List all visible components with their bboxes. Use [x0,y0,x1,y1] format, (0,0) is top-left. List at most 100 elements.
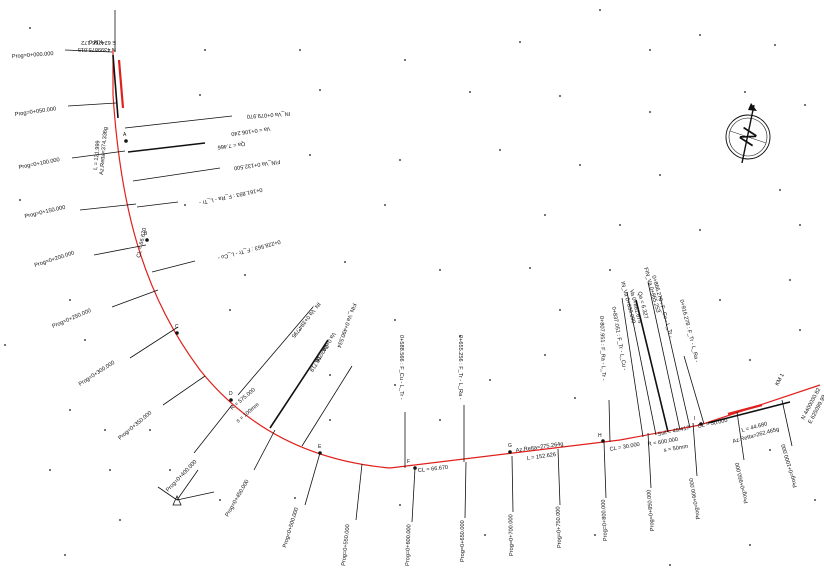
survey-point [344,261,346,263]
survey-point [219,499,221,501]
station-mark: Prog=0+200.000 [34,244,147,269]
start-east-coordinate: E 624766.172 [81,39,116,45]
survey-point [459,335,461,337]
event-label: IN_Va 0+394.795 [290,301,321,339]
vertex-letter: B [144,231,148,237]
event-label: 0+161.893 : F_Ra - L_Tr - [198,186,263,205]
alignment-start-bar [112,54,125,119]
survey-point [319,89,321,91]
event-labels: IN_Va 0+079.970 Va = 0+106.240 Qa = 7.46… [124,110,705,468]
survey-point [399,159,401,161]
survey-point [64,554,66,556]
event-label: Va = 0+106.240 [231,125,271,136]
station-mark: Prog=0+1000.000 [781,399,799,488]
survey-point [439,419,441,421]
start-km-label: KM 0 [89,38,102,44]
survey-point [109,469,111,471]
survey-point [399,504,401,506]
station-label: Prog=0+350.000 [117,410,153,441]
event-label: FIN_Va 0+490.534 [335,302,357,348]
survey-point [599,9,601,11]
station-mark: Prog=0+750.000 [556,448,563,548]
survey-point [594,534,596,536]
survey-point [579,164,581,166]
survey-point [799,224,801,226]
vertex-marker: A [123,132,128,143]
vertex-letter: G [508,443,512,449]
survey-point [484,534,486,536]
station-label: Prog=0+1000.000 [781,443,799,488]
survey-point [49,469,51,471]
station-mark: Prog=0+700.000 [508,455,515,556]
event-label: 0+655.256 : F_Tr - L_Ra - [457,335,463,400]
survey-point [69,409,71,411]
event-label: 0+807.951 : F_Ra - L_Tr - [598,316,606,381]
survey-point [649,49,651,51]
survey-point [814,499,816,501]
survey-point [619,224,621,226]
event-mark: 0+588.566 : F_Cu - L_Tr - [398,335,406,468]
station-mark: Prog=0+350.000 [117,375,206,442]
survey-point [4,344,6,346]
event-label: FIN_Va 0+132.500 [233,158,280,170]
survey-point [544,214,546,216]
survey-point [804,104,806,106]
survey-point [19,199,21,201]
station-label: Prog=0+900.000 [689,478,702,520]
station-mark: Prog=0+250.000 [51,289,159,330]
station-label: Prog=0+250.000 [51,308,92,330]
event-mark: 0+807.951 : F_Ra - L_Tr - [598,316,611,443]
alignment-axis [112,50,821,469]
element-label: L = 121.999 [93,140,102,170]
event-mark: 0+916.278 : F_Tr - L_Ra - [678,299,705,425]
start-header: KM 0 N 4399875.015 E 624766.172 [78,10,116,52]
survey-point [789,279,791,281]
event-mark: 0+655.256 : F_Tr - L_Ra - [457,335,465,462]
event-label: 0+916.278 : F_Tr - L_Ra - [678,299,699,363]
station-label: Prog=0+100.000 [18,157,60,171]
station-mark: Prog=0+850.000 [646,432,656,531]
event-mark: 0+228.563 : F_Tr - L_Cu - [151,238,281,273]
survey-point [769,449,771,451]
vertex-marker: C [175,324,179,335]
station-mark: Prog=0+600.000 [405,467,416,566]
event-mark: Va = 0+106.240 Qa = 7.466 [127,125,271,153]
survey-point [404,59,406,61]
survey-point [394,384,396,386]
survey-point [384,204,386,206]
vertex-letter: A [123,132,127,138]
survey-point [649,111,651,113]
survey-point [699,229,701,231]
survey-point [119,519,121,521]
vertex-letter: H [598,433,602,439]
survey-point [394,319,396,321]
station-label: Prog=0+500.000 [282,507,300,549]
event-mark: IN_Va 0+079.970 [124,110,291,129]
station-label: Prog=0+700.000 [508,514,515,556]
station-mark: Prog=0+450.000 [225,429,276,518]
station-label: Prog=0+050.000 [14,106,56,118]
station-mark: Prog=0+500.000 [282,452,321,549]
survey-point [184,204,186,206]
element-label: CL = 30.000 [609,442,640,453]
vertex-marker: H [598,433,605,443]
survey-point [719,299,721,301]
survey-point [749,544,751,546]
element-label: s = 50mm [663,444,689,454]
event-mark: IN_Va 0+394.795 [237,301,321,396]
event-mark: FIN_Va 0+490.534 [301,302,357,447]
element-label: Svil = 49.417 [657,425,690,438]
survey-point [229,309,231,311]
station-label: Prog=0+300.000 [78,360,116,388]
survey-point [299,329,301,331]
event-label: IN_Va 0+079.970 [247,110,291,119]
survey-point [69,299,71,301]
event-label: Qa = 7.466 [217,140,245,150]
survey-point [84,339,86,341]
survey-point [574,397,576,399]
survey-points [4,9,816,566]
survey-point [659,174,661,176]
station-label: Prog=0+450.000 [225,479,251,518]
north-letter: N [733,125,762,149]
alignment-end-bar [707,401,791,424]
